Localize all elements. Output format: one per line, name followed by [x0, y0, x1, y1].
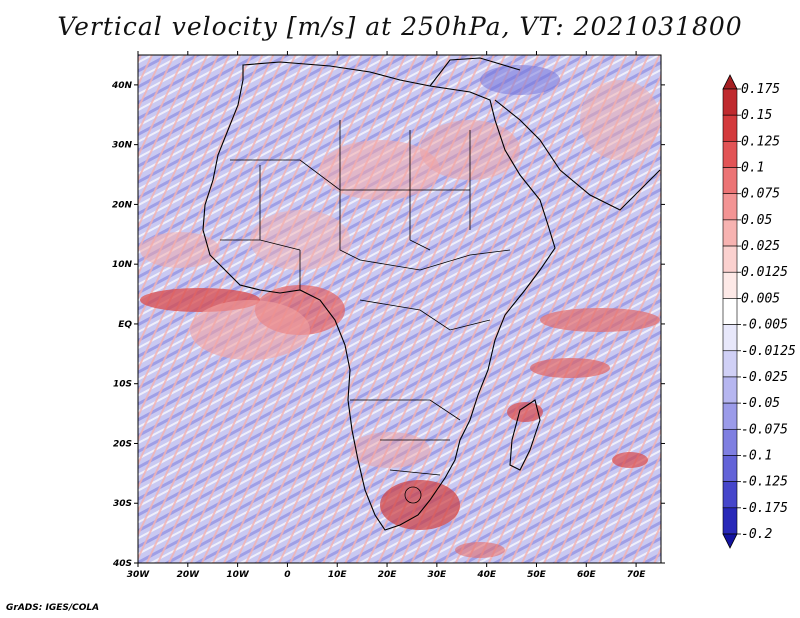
colorbar-swatch [722, 402, 738, 430]
country-borders [220, 120, 511, 504]
lon-label: 0 [284, 570, 290, 580]
lon-label: 20E [378, 570, 398, 580]
lon-label: 60E [577, 570, 597, 580]
colorbar-label: 0.05 [741, 213, 772, 228]
lon-label: 30E [428, 570, 448, 580]
colorbar-label: 0.125 [741, 134, 780, 149]
colorbar-label: -0.2 [741, 527, 772, 542]
velocity-field [138, 55, 661, 563]
colorbar-label: 0.0125 [741, 265, 788, 280]
lat-label: 40S [112, 559, 132, 569]
lat-label: EQ [118, 320, 132, 330]
colorbar-swatch [722, 271, 738, 299]
colorbar-label: 0.1 [741, 161, 764, 176]
colorbar-swatch [722, 245, 738, 273]
colorbar-label: 0.005 [741, 291, 780, 306]
lat-label: 20N [112, 200, 133, 210]
lat-label: 30S [113, 499, 132, 509]
colorbar-swatch [722, 219, 738, 247]
lon-label: 70E [627, 570, 647, 580]
colorbar-swatch [722, 167, 738, 195]
colorbar-label: -0.1 [741, 448, 772, 463]
colorbar-max-arrow [722, 74, 738, 90]
colorbar-swatch [722, 141, 738, 168]
map-title: Vertical velocity [m/s] at 250hPa, VT: 2… [57, 12, 743, 41]
colorbar-label: 0.15 [741, 108, 772, 123]
colorbar-swatch [722, 193, 738, 221]
colorbar-min-arrow [722, 533, 738, 549]
colorbar-label: 0.175 [741, 82, 780, 97]
colorbar-swatch [722, 455, 738, 482]
lat-label: 10S [113, 380, 132, 390]
lon-label: 50E [527, 570, 547, 580]
lon-label: 10E [328, 570, 348, 580]
colorbar-swatch [722, 376, 738, 404]
lon-label: 20W [177, 570, 201, 580]
positive-velocity-patches [140, 65, 660, 558]
colorbar-label: -0.005 [741, 318, 788, 333]
lat-label: 10N [112, 260, 133, 270]
colorbar-label: -0.025 [741, 370, 788, 385]
lat-label: 20S [113, 439, 132, 449]
colorbar-swatch [722, 507, 738, 535]
colorbar-swatch [722, 88, 738, 116]
longitude-axis: 30W 20W 10W 0 10E 20E 30E 40E 50E 60E 70E [127, 51, 647, 580]
colorbar-swatch [722, 114, 738, 142]
grads-credit: GrADS: IGES/COLA [6, 603, 100, 613]
plot-frame [137, 54, 662, 564]
lat-label: 30N [112, 141, 133, 151]
lon-label: 30W [127, 570, 151, 580]
colorbar-label: -0.0125 [741, 344, 796, 359]
colorbar-swatch [722, 428, 738, 456]
colorbar-label: -0.075 [741, 422, 788, 437]
colorbar-label: 0.025 [741, 239, 780, 254]
lon-label: 10W [226, 570, 250, 580]
colorbar-swatch [722, 350, 738, 378]
colorbar-swatch [722, 324, 738, 352]
colorbar: 0.175 0.15 0.125 0.1 0.075 0.05 0.025 0.0125 0.0… [722, 74, 796, 549]
colorbar-swatch [722, 298, 738, 325]
coastlines [202, 57, 661, 531]
colorbar-swatch [722, 481, 738, 509]
colorbar-label: -0.175 [741, 501, 788, 516]
lon-label: 40E [476, 570, 497, 580]
latitude-axis: 40N 30N 20N 10N EQ 10S 20S 30S 40S [111, 81, 665, 569]
colorbar-label: -0.125 [741, 475, 788, 490]
lat-label: 40N [111, 81, 133, 91]
colorbar-label: -0.05 [741, 396, 780, 411]
colorbar-label: 0.075 [741, 187, 780, 202]
